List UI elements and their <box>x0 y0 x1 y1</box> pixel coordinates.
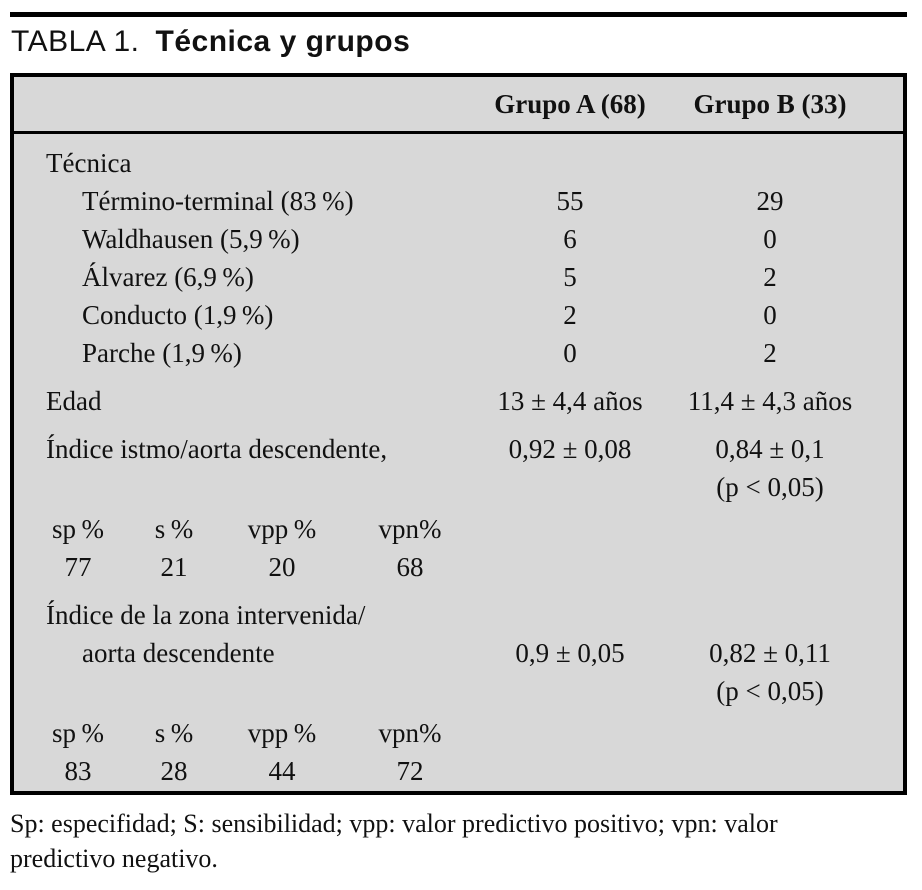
stat-cell: sp % <box>52 718 104 748</box>
cell-grupo-b: 0,84 ± 0,1 <box>715 434 825 464</box>
title-rule <box>10 12 907 17</box>
table-row-termino-terminal: Término-terminal (83 %) 55 29 <box>14 182 903 220</box>
cell-label <box>14 468 470 506</box>
table-row-alvarez: Álvarez (6,9 %) 5 2 <box>14 258 903 296</box>
cell-label: Índice de la zona intervenida/aorta desc… <box>14 596 470 672</box>
table-title-text: Técnica y grupos <box>155 25 411 58</box>
cell-grupo-a: 0,9 ± 0,05 <box>515 638 625 668</box>
label-line-2: aorta descendente <box>82 638 275 668</box>
column-header-grupo-b: Grupo B (33) <box>693 88 847 119</box>
cell-label: Waldhausen (5,9 %) <box>82 224 300 254</box>
table-row-pnote-2: (p < 0,05) <box>14 672 903 710</box>
stat-cell: vpn% <box>378 718 442 748</box>
table-row-stats-vals-1: 77 21 20 68 <box>14 548 903 586</box>
stat-cell: 20 <box>268 552 296 582</box>
stat-cell: s % <box>154 514 194 544</box>
cell-grupo-a <box>470 144 670 182</box>
table-row-stats-head-2: sp % s % vpp % vpn% <box>14 714 903 752</box>
table-body: Técnica Término-terminal (83 %) 55 29 Waldha… <box>14 134 903 790</box>
table-row-indice-zona: Índice de la zona intervenida/aorta desc… <box>14 596 903 672</box>
cell-grupo-a <box>470 672 670 710</box>
table-row-stats-head-1: sp % s % vpp % vpn% <box>14 510 903 548</box>
stat-cell: 83 <box>64 756 92 786</box>
cell-grupo-a <box>470 468 670 506</box>
stat-cell: 68 <box>396 552 424 582</box>
cell-grupo-b: 29 <box>756 186 784 216</box>
stat-cell: 72 <box>396 756 424 786</box>
table-header-row: Grupo A (68) Grupo B (33) <box>14 77 903 134</box>
cell-label: Álvarez (6,9 %) <box>82 262 254 292</box>
stat-cell: 21 <box>160 552 188 582</box>
table-row-pnote-1: (p < 0,05) <box>14 468 903 506</box>
table-row-indice-istmo: Índice istmo/aorta descendente, 0,92 ± 0,… <box>14 430 903 468</box>
cell-grupo-a: 2 <box>563 300 577 330</box>
cell-grupo-b: 0 <box>763 224 777 254</box>
cell-grupo-b: (p < 0,05) <box>716 676 824 706</box>
stat-cell: 44 <box>268 756 296 786</box>
stat-cell: 77 <box>64 552 92 582</box>
table-row-tecnica: Técnica <box>14 144 903 182</box>
cell-grupo-a: 0 <box>563 338 577 368</box>
cell-grupo-a: 0,92 ± 0,08 <box>508 434 632 464</box>
stat-cell: s % <box>154 718 194 748</box>
column-header-grupo-a: Grupo A (68) <box>494 88 646 119</box>
cell-label <box>14 672 470 710</box>
cell-grupo-a: 6 <box>563 224 577 254</box>
cell-grupo-a: 13 ± 4,4 años <box>497 386 643 416</box>
stat-cell: 28 <box>160 756 188 786</box>
cell-label: Índice istmo/aorta descendente, <box>46 434 388 464</box>
stat-cell: vpp % <box>247 514 317 544</box>
stat-cell: sp % <box>52 514 104 544</box>
table-row-waldhausen: Waldhausen (5,9 %) 6 0 <box>14 220 903 258</box>
cell-grupo-a: 5 <box>563 262 577 292</box>
cell-label: Parche (1,9 %) <box>82 338 242 368</box>
footnote-line-1: Sp: especifidad; S: sensibilidad; vpp: v… <box>10 809 778 838</box>
label-line-1: Índice de la zona intervenida/ <box>46 600 366 630</box>
cell-grupo-b: 2 <box>763 262 777 292</box>
cell-grupo-b: 0,82 ± 0,11 <box>709 638 831 668</box>
cell-grupo-a: 55 <box>556 186 584 216</box>
footnote-line-2: predictivo negativo. <box>10 844 218 873</box>
cell-grupo-b: 2 <box>763 338 777 368</box>
cell-grupo-b: (p < 0,05) <box>716 472 824 502</box>
stat-cell: vpp % <box>247 718 317 748</box>
table-title-number: TABLA 1. <box>11 25 140 58</box>
table-row-edad: Edad 13 ± 4,4 años 11,4 ± 4,3 años <box>14 382 903 420</box>
cell-grupo-b: 0 <box>763 300 777 330</box>
cell-grupo-b: 11,4 ± 4,3 años <box>687 386 853 416</box>
footnote: Sp: especifidad; S: sensibilidad; vpp: v… <box>10 806 910 876</box>
cell-label: Conducto (1,9 %) <box>82 300 274 330</box>
cell-label: Técnica <box>46 148 132 178</box>
table-row-stats-vals-2: 83 28 44 72 <box>14 752 903 790</box>
cell-grupo-b <box>670 144 870 182</box>
table-row-conducto: Conducto (1,9 %) 2 0 <box>14 296 903 334</box>
table: Grupo A (68) Grupo B (33) Técnica Término… <box>10 73 907 795</box>
table-row-parche: Parche (1,9 %) 0 2 <box>14 334 903 372</box>
stat-cell: vpn% <box>378 514 442 544</box>
cell-label: Edad <box>46 386 102 416</box>
table-title: TABLA 1. Técnica y grupos <box>11 25 410 59</box>
cell-label: Término-terminal (83 %) <box>82 186 354 216</box>
